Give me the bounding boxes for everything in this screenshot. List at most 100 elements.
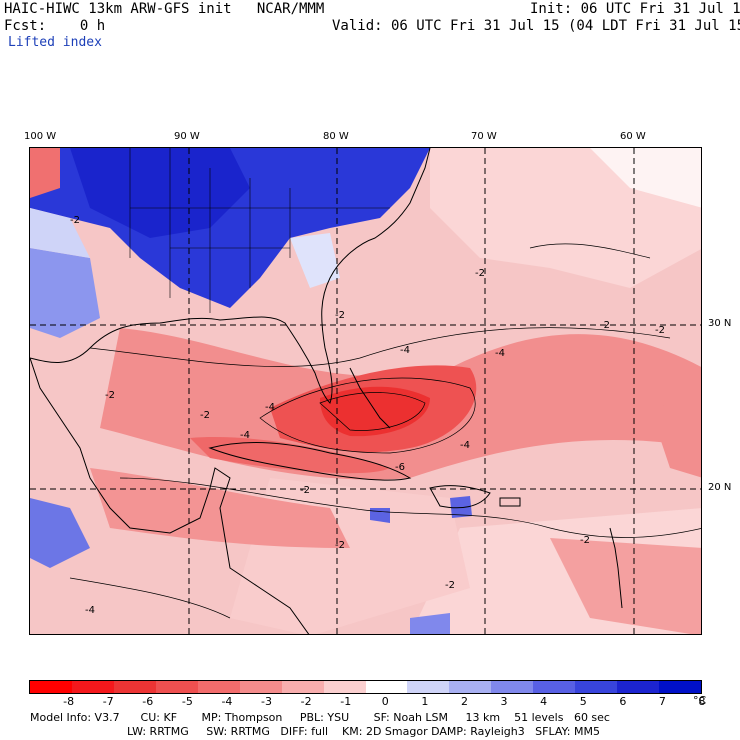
colorbar-swatch [449,681,492,693]
contour-label: -4 [240,430,250,441]
contour-label: -2 [600,320,610,331]
lon-label-60w: 60 W [620,131,646,142]
bahamas-chain [349,367,391,429]
contour-label: -2 [445,580,455,591]
colorbar-tick-label: -5 [181,695,193,708]
colorbar [29,680,702,694]
colorbar-tick-label: 8 [698,695,706,708]
colorbar-swatch [155,681,198,693]
coastlines [30,148,623,634]
colorbar-tick-label: 4 [540,695,548,708]
contour-label: -4 [460,440,470,451]
us-gulf-atlantic-coast [30,148,431,404]
contour-label-group: -2 -2 -2 -2 -2 -2 -2 -2 -2 -2 -2 -4 -4 -… [70,215,665,616]
very-stable-region-us [70,148,250,238]
contour-label: -4 [400,345,410,356]
contour-label: -6 [395,462,405,473]
colorbar-swatch [113,681,156,693]
neutral-region-ne [590,148,701,208]
colorbar-swatch [533,681,576,693]
lon-label-90w: 90 W [174,131,200,142]
colorbar-unit: °C [693,694,707,707]
hispaniola-outline [429,485,491,509]
init-time: Init: 06 UTC Fri 31 Jul 15 [530,1,740,17]
contour-minus2-atlantic [529,243,651,259]
unstable-corner-nw [30,148,60,198]
colorbar-tick-label: -8 [63,695,75,708]
colorbar-swatch [365,681,408,693]
colorbar-tick-label: 6 [619,695,627,708]
stable-region-texas [30,248,100,338]
contour-minus4-core [259,377,476,454]
colorbar-tick-label: -2 [300,695,312,708]
map-canvas: -2 -2 -2 -2 -2 -2 -2 -2 -2 -2 -2 -4 -4 -… [30,148,701,634]
lon-label-80w: 80 W [323,131,349,142]
colorbar-swatch [407,681,450,693]
model-title: HAIC-HIWC 13km ARW-GFS init NCAR/MMM [4,1,325,17]
lon-label-70w: 70 W [471,131,497,142]
contour-minus6-core [319,392,426,431]
contour-label: -2 [70,215,80,226]
colorbar-tick-label: 7 [658,695,666,708]
contour-label: -4 [265,402,275,413]
neutral-region-west [30,208,90,258]
contour-label: -2 [475,268,485,279]
colorbar-swatch [71,681,114,693]
contour-minus2-north [89,327,671,367]
stable-spot-south [410,613,450,634]
contour-label: -2 [200,410,210,421]
contour-label: -2 [580,535,590,546]
contour-minus4-pacific [69,577,231,619]
colorbar-swatch [239,681,282,693]
colorbar-tick-label: 5 [579,695,587,708]
colorbar-swatch [281,681,324,693]
valid-time: Valid: 06 UTC Fri 31 Jul 15 (04 LDT Fri … [332,18,740,34]
state-borders [129,148,390,313]
very-strong-core [320,386,430,437]
contour-label: -2 [335,310,345,321]
stable-region-mexico [30,498,90,568]
contour-label: -2 [300,485,310,496]
stable-spot-pr [450,496,472,518]
colorbar-swatch [323,681,366,693]
contour-minus2-south [119,477,701,538]
lifted-index-map: -2 -2 -2 -2 -2 -2 -2 -2 -2 -2 -2 -4 -4 -… [29,147,702,635]
graticule [30,148,701,634]
colorbar-tick-label: -7 [102,695,114,708]
mexico-central-america-coast [30,357,310,634]
moderate-region-se [550,538,701,634]
lon-label-100w: 100 W [24,131,57,142]
colorbar-tick-label: 1 [421,695,429,708]
field-name: Lifted index [8,35,102,50]
colorbar-tick-label: 2 [460,695,468,708]
colorbar-swatch [30,681,72,693]
contour-label: -2 [105,390,115,401]
colorbar-tick-label: -6 [142,695,154,708]
contour-label: -2 [335,540,345,551]
contour-label: -4 [85,605,95,616]
cuba-outline [208,442,412,481]
colorbar-tick-label: 0 [381,695,389,708]
colorbar-swatch [491,681,534,693]
lesser-antilles [609,527,623,609]
colorbar-tick-label: -3 [261,695,272,708]
model-info-line2: LW: RRTMG SW: RRTMG DIFF: full KM: 2D Sm… [127,725,600,738]
colorbar-tick-label: -4 [221,695,233,708]
colorbar-swatch [575,681,618,693]
moderate-region-east [650,398,701,478]
colorbar-tick-label: 3 [500,695,508,708]
strong-band-cuba [190,437,390,474]
lat-label-20n: 20 N [708,482,732,493]
lat-label-30n: 30 N [708,318,732,329]
colorbar-tick-label: -1 [340,695,352,708]
puerto-rico-outline [499,497,521,507]
forecast-hour: Fcst: 0 h [4,18,106,34]
colorbar-swatch [617,681,660,693]
colorbar-swatch [659,681,701,693]
neutral-region-georgia [290,233,340,288]
contour-label: -2 [655,325,665,336]
colorbar-swatch [197,681,240,693]
contour-label: -4 [495,348,505,359]
contours [69,243,701,619]
model-info-line1: Model Info: V3.7 CU: KF MP: Thompson PBL… [30,711,610,724]
